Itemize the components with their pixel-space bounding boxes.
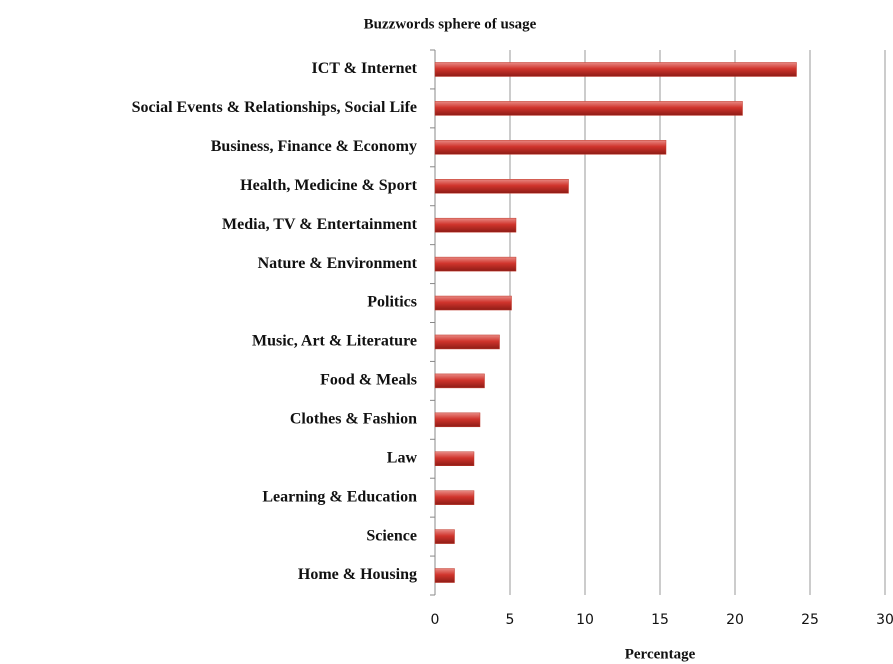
bar (434, 490, 475, 505)
bar (434, 295, 512, 311)
chart-title: Buzzwords sphere of usage (364, 16, 537, 32)
y-tick-label: Food & Meals (320, 372, 417, 389)
bar (434, 529, 455, 544)
y-tick-label: Clothes & Fashion (290, 410, 417, 427)
bar (434, 451, 475, 466)
x-tick-label: 20 (726, 612, 744, 628)
y-tick-label: Law (387, 449, 418, 466)
bar (434, 412, 481, 428)
y-tick-label: Health, Medicine & Sport (240, 177, 418, 194)
x-axis-label: Percentage (625, 646, 696, 662)
y-tick-label: Social Events & Relationships, Social Li… (132, 99, 417, 116)
bar (434, 334, 500, 350)
bar (434, 568, 455, 583)
bar (434, 62, 797, 77)
x-tick-label: 5 (506, 612, 515, 628)
y-tick-label: Science (366, 527, 417, 544)
y-tick-label: ICT & Internet (312, 60, 418, 77)
bar (434, 101, 743, 116)
bar (434, 179, 569, 194)
x-tick-label: 25 (801, 612, 819, 628)
y-tick-label: Media, TV & Entertainment (222, 216, 418, 233)
x-tick-label: 0 (431, 612, 440, 628)
y-tick-label: Nature & Environment (258, 255, 418, 272)
bar (434, 256, 517, 272)
x-tick-label: 10 (576, 612, 594, 628)
x-tick-label: 15 (651, 612, 669, 628)
y-tick-label: Home & Housing (298, 566, 417, 583)
bar (434, 373, 485, 389)
x-tick-label: 30 (876, 612, 893, 628)
y-tick-label: Politics (367, 294, 417, 311)
y-tick-label: Business, Finance & Economy (211, 138, 417, 155)
y-tick-label: Music, Art & Literature (252, 333, 417, 350)
bar (434, 140, 667, 155)
y-tick-label: Learning & Education (262, 488, 417, 505)
bar (434, 217, 517, 233)
